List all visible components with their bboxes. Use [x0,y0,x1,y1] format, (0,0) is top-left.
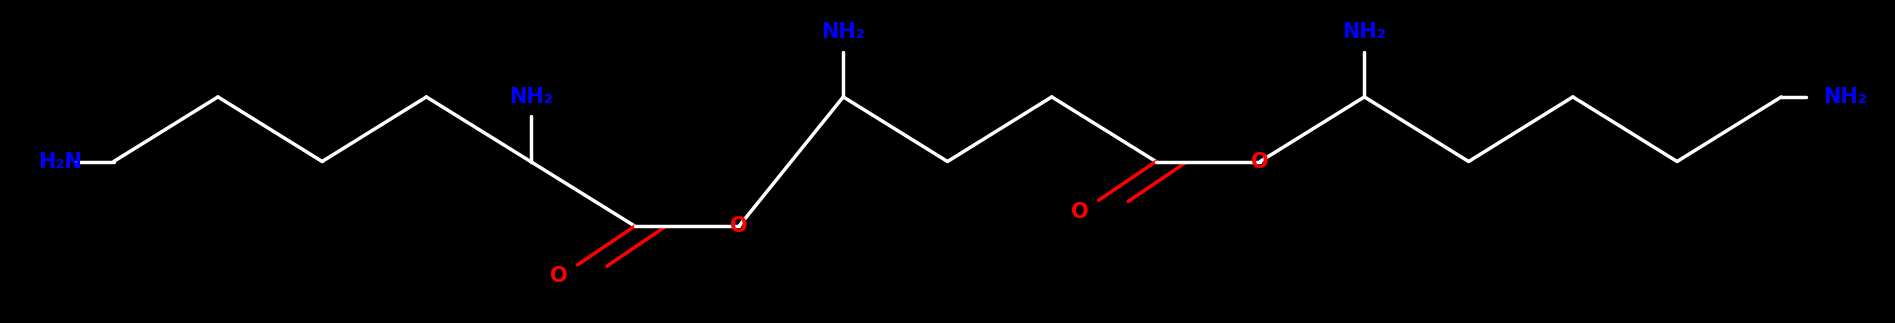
Text: O: O [730,216,749,236]
Text: NH₂: NH₂ [1342,22,1387,42]
Text: NH₂: NH₂ [508,87,553,107]
Text: O: O [550,266,567,286]
Text: NH₂: NH₂ [821,22,866,42]
Text: O: O [1071,202,1088,222]
Text: H₂N: H₂N [38,151,81,172]
Text: O: O [1251,151,1270,172]
Text: NH₂: NH₂ [1823,87,1867,107]
